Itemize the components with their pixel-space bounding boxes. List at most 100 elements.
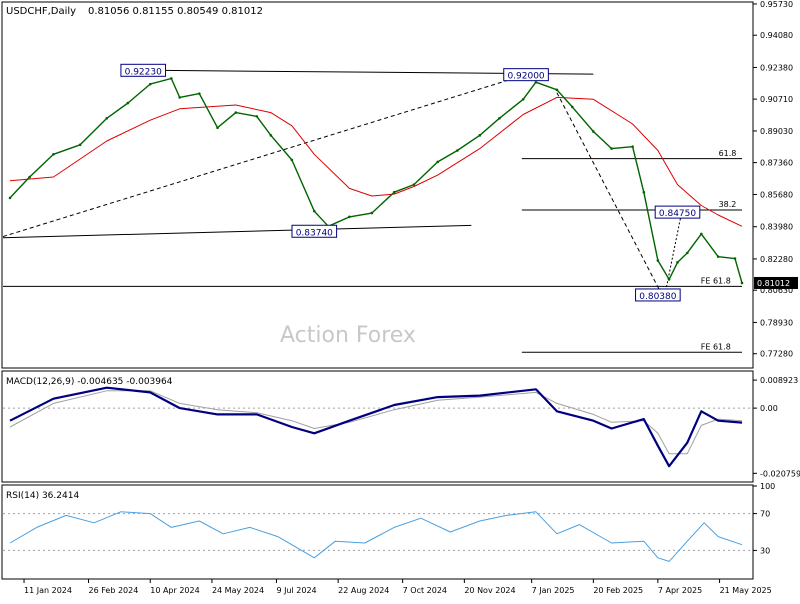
price-point: [436, 160, 440, 164]
x-tick-label: 24 May 2024: [212, 586, 264, 595]
price-y-tick-label: 0.89030: [760, 127, 793, 136]
price-point: [631, 145, 634, 149]
moving-average-line: [9, 96, 743, 227]
reference-line-1: [2, 224, 472, 239]
price-point: [8, 196, 12, 200]
x-tick-label: 20 Feb 2025: [593, 586, 643, 595]
price-point: [126, 101, 130, 105]
price-point: [686, 251, 689, 255]
rsi-layer: RSI(14) 36.2414: [3, 491, 752, 562]
macd-layer: MACD(12,26,9) -0.004635 -0.003964: [3, 377, 752, 468]
macd-title: MACD(12,26,9) -0.004635 -0.003964: [6, 377, 173, 387]
chart-symbol: USDCHF,Daily: [6, 6, 76, 17]
price-point: [234, 111, 238, 114]
price-point: [456, 149, 459, 152]
price-point: [392, 190, 396, 194]
macd-line: [9, 386, 743, 468]
price-annotation-label: 0.80380: [639, 292, 676, 302]
price-point: [216, 126, 219, 130]
price-y-tick-label: 0.77280: [760, 350, 793, 359]
price-annotation-label: 0.92230: [125, 67, 162, 77]
x-tick-label: 7 Apr 2025: [658, 586, 702, 595]
price-point: [148, 82, 152, 86]
x-tick-label: 21 May 2025: [720, 586, 772, 595]
panel-frames: [1, 1, 754, 580]
price-point: [498, 116, 501, 120]
price-panel-frame: [1, 1, 754, 369]
price-annotation-box: [654, 205, 701, 219]
rsi-panel-frame: [1, 484, 754, 580]
reference-line-3: [556, 92, 663, 296]
fibo-level-label: 61.8: [719, 149, 737, 158]
chart-ohlc: 0.81056 0.81155 0.80549 0.81012: [88, 6, 263, 17]
price-point: [313, 209, 316, 213]
price-point: [534, 80, 538, 84]
price-y-tick-label: 0.87360: [760, 159, 793, 168]
price-point: [700, 232, 703, 236]
price-annotation-box: [120, 63, 167, 77]
current-price-tag: [754, 276, 798, 289]
axis-layer: 0.95730 0.94080 0.92380 0.90710 0.89030 0.873…: [23, 0, 800, 595]
rsi-title: RSI(14) 36.2414: [6, 491, 79, 501]
rsi-line: [9, 511, 743, 562]
price-point: [370, 211, 374, 215]
fibo-level-label: 38.2: [719, 200, 737, 209]
x-tick-label: 22 Aug 2024: [338, 586, 389, 595]
price-point: [521, 98, 525, 101]
price-point: [412, 183, 416, 186]
price-point: [255, 115, 259, 118]
current-price-label: 0.81012: [757, 279, 790, 288]
price-y-tick-label: 0.82280: [760, 255, 793, 264]
price-point: [169, 77, 173, 80]
price-point: [478, 134, 482, 137]
price-point: [52, 152, 55, 156]
price-point: [28, 175, 31, 179]
price-point: [269, 134, 273, 137]
x-tick-label: 9 Jul 2024: [276, 586, 316, 595]
price-y-tick-label: 0.92380: [760, 63, 793, 72]
price-y-tick-label: 0.95730: [760, 0, 793, 9]
price-point: [733, 257, 737, 260]
price-point: [571, 105, 574, 109]
price-point: [667, 278, 671, 281]
price-point: [348, 215, 351, 219]
price-point: [178, 96, 181, 99]
price-point: [105, 116, 109, 120]
price-point: [716, 255, 720, 258]
price-annotation-box: [635, 288, 681, 302]
x-tick-label: 10 Apr 2024: [150, 586, 199, 595]
price-annotation-label: 0.84750: [659, 209, 696, 219]
price-annotation-box: [503, 68, 549, 82]
price-point: [642, 190, 646, 194]
x-tick-label: 26 Feb 2024: [89, 586, 139, 595]
price-point: [610, 147, 613, 150]
reference-line-2: [2, 74, 527, 238]
x-tick-label: 7 Oct 2024: [403, 586, 447, 595]
rsi-y-tick-label: 100: [760, 482, 775, 491]
rsi-y-tick-label: 30: [760, 546, 770, 555]
price-y-tick-label: 0.94080: [760, 31, 793, 40]
price-y-tick-label: 0.80630: [760, 286, 793, 295]
watermark: Action Forex: [280, 323, 416, 348]
price-y-tick-label: 0.85680: [760, 190, 793, 199]
x-tick-label: 7 Jan 2025: [532, 586, 575, 595]
macd-y-tick-label: 0.008923: [760, 376, 798, 385]
price-point: [290, 158, 294, 162]
price-point: [555, 88, 559, 92]
price-annotation-label: 0.83740: [296, 228, 333, 238]
price-y-tick-label: 0.90710: [760, 95, 793, 104]
x-tick-label: 20 Nov 2024: [464, 586, 515, 595]
price-point: [592, 130, 595, 133]
price-point: [78, 143, 82, 147]
price-y-tick-label: 0.78930: [760, 318, 793, 327]
rsi-y-tick-label: 70: [760, 510, 770, 519]
price-layer: 0.92230 0.92000 0.83740 0.84750 0.80380 61.8 3…: [2, 63, 744, 353]
price-annotation-label: 0.92000: [507, 72, 544, 82]
price-y-tick-label: 0.83980: [760, 223, 793, 232]
fibo-level-label: FE 61.8: [701, 276, 731, 285]
macd-y-tick-label: 0.00: [760, 404, 778, 413]
price-annotation-box: [291, 224, 338, 238]
price-point: [656, 259, 660, 262]
